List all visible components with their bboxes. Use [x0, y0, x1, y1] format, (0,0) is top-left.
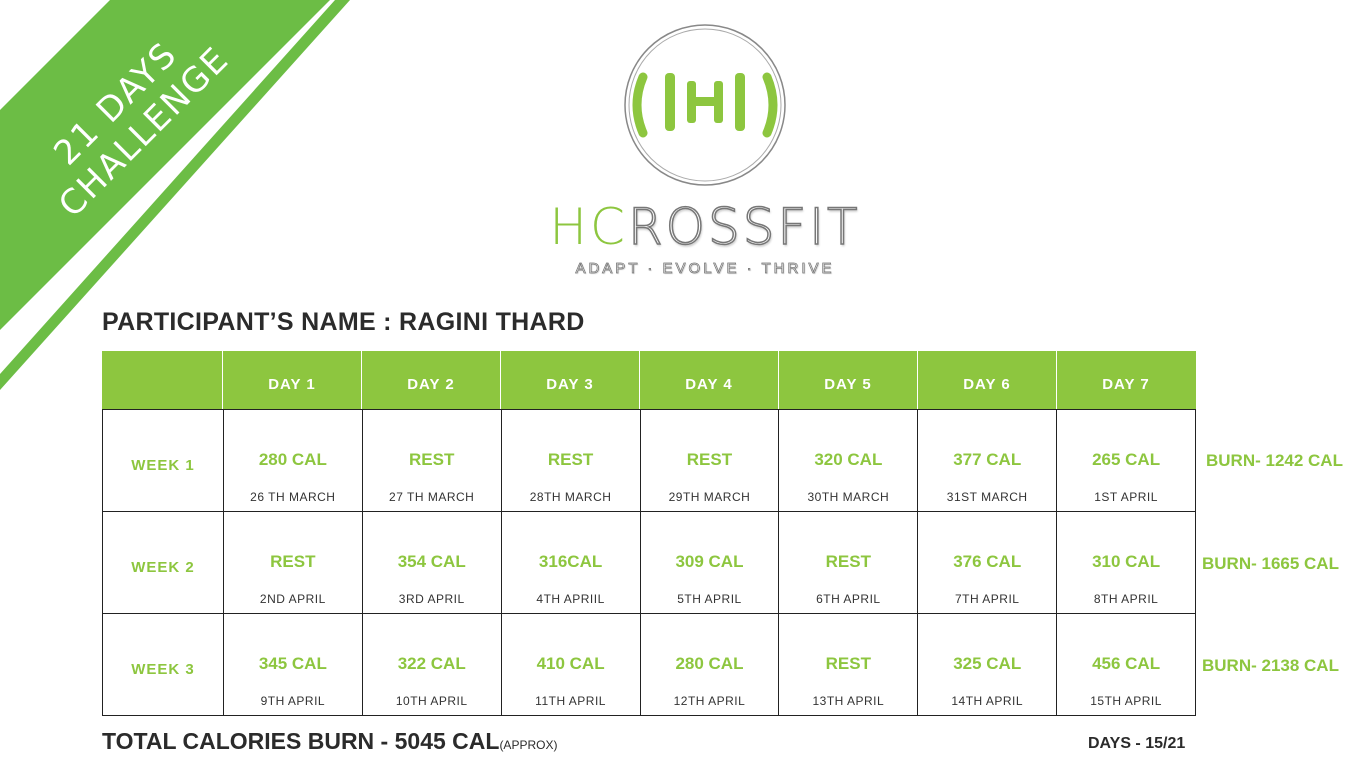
logo-wordmark: HCROSSFIT: [530, 198, 880, 256]
day-calories: 376 CAL: [953, 552, 1022, 571]
week-label: WEEK 2: [131, 559, 195, 576]
day-calories: 325 CAL: [953, 654, 1022, 673]
total-label: TOTAL CALORIES BURN - 5045 CAL: [102, 728, 500, 754]
day-date: 14TH APRIL: [951, 694, 1024, 708]
challenge-grid: DAY 1 DAY 2 DAY 3 DAY 4 DAY 5 DAY 6 DAY …: [102, 351, 1196, 716]
day-cell: 280 CAL 12TH APRIL: [639, 614, 779, 715]
week-row: WEEK 3 345 CAL 9TH APRIL 322 CAL 10TH APRIL 4…: [102, 614, 1196, 716]
header-day-2: DAY 2: [361, 351, 500, 409]
day-date: 10TH APRIL: [395, 694, 468, 708]
day-calories: REST: [547, 450, 594, 469]
week-rows: WEEK 1 280 CAL 26 TH MARCH REST 27 TH MARCH R…: [102, 409, 1196, 716]
header-day-1: DAY 1: [222, 351, 361, 409]
day-calories: REST: [409, 450, 455, 469]
header-day-3: DAY 3: [500, 351, 639, 409]
header-day-6: DAY 6: [917, 351, 1056, 409]
day-calories: 265 CAL: [1092, 450, 1161, 469]
week-row: WEEK 1 280 CAL 26 TH MARCH REST 27 TH MARCH R…: [102, 409, 1196, 512]
day-cell: 345 CAL 9TH APRIL: [222, 614, 362, 715]
day-cell: REST 28TH MARCH: [500, 410, 640, 511]
header-day-5: DAY 5: [778, 351, 917, 409]
week-row: WEEK 2 REST 2ND APRIL 354 CAL 3RD APRIL 316CA…: [102, 512, 1196, 614]
day-cell: REST 6TH APRIL: [778, 512, 917, 613]
day-date: 2ND APRIL: [259, 592, 326, 606]
hcrossfit-logo: HCROSSFIT ADAPT · EVOLVE · THRIVE: [530, 15, 880, 285]
day-calories: 456 CAL: [1092, 654, 1161, 673]
day-cell: 456 CAL 15TH APRIL: [1056, 614, 1195, 715]
day-cell: 376 CAL 7TH APRIL: [917, 512, 1056, 613]
day-date: 15TH APRIL: [1090, 694, 1162, 708]
day-date: 28TH MARCH: [529, 490, 612, 504]
day-cell: REST 13TH APRIL: [778, 614, 917, 715]
day-calories: 309 CAL: [675, 552, 744, 571]
day-calories: 280 CAL: [675, 654, 744, 673]
day-cell: 320 CAL 30TH MARCH: [778, 410, 917, 511]
day-calories: 316CAL: [538, 552, 603, 571]
day-cell: 316CAL 4TH APRIIL: [500, 512, 640, 613]
day-calories: 280 CAL: [258, 450, 327, 469]
day-date: 27 TH MARCH: [389, 490, 475, 504]
day-cell: 377 CAL 31ST MARCH: [917, 410, 1056, 511]
day-calories: 345 CAL: [258, 654, 327, 673]
day-date: 13TH APRIL: [812, 694, 885, 708]
day-date: 6TH APRIL: [816, 592, 881, 606]
participant-name: PARTICIPANT’S NAME : RAGINI THARD: [102, 308, 585, 336]
day-date: 30TH MARCH: [807, 490, 890, 504]
day-calories: REST: [825, 654, 871, 673]
ribbon-shape: [0, 0, 350, 390]
header-day-4: DAY 4: [639, 351, 778, 409]
day-date: 8TH APRIL: [1093, 592, 1159, 606]
day-cell: 309 CAL 5TH APRIL: [639, 512, 779, 613]
day-date: 29TH MARCH: [668, 490, 751, 504]
day-date: 31ST MARCH: [946, 490, 1028, 504]
day-calories: 320 CAL: [814, 450, 883, 469]
week-label: WEEK 3: [131, 661, 195, 678]
week-burn-total: BURN- 1665 CAL: [1202, 554, 1339, 573]
day-calories: 377 CAL: [953, 450, 1022, 469]
day-cell: REST 27 TH MARCH: [361, 410, 501, 511]
days-header-row: DAY 1 DAY 2 DAY 3 DAY 4 DAY 5 DAY 6 DAY …: [102, 351, 1196, 409]
day-calories: REST: [825, 552, 871, 571]
day-date: 11TH APRIL: [535, 694, 606, 708]
day-calories: 310 CAL: [1092, 552, 1161, 571]
day-cell: 325 CAL 14TH APRIL: [917, 614, 1056, 715]
day-date: 12TH APRIL: [673, 694, 746, 708]
day-calories: REST: [686, 450, 733, 469]
days-progress: DAYS - 15/21: [1088, 735, 1186, 752]
day-cell: 410 CAL 11TH APRIL: [500, 614, 640, 715]
total-calories: TOTAL CALORIES BURN - 5045 CAL(APPROX): [102, 728, 557, 755]
challenge-ribbon: 21 DAYS CHALLENGE: [0, 0, 360, 400]
day-cell: 354 CAL 3RD APRIL: [361, 512, 501, 613]
day-cell: 322 CAL 10TH APRIL: [361, 614, 501, 715]
logo-tagline: ADAPT · EVOLVE · THRIVE: [575, 260, 835, 278]
day-calories: 410 CAL: [536, 654, 605, 673]
week-label: WEEK 1: [131, 457, 195, 474]
day-date: 4TH APRIIL: [536, 592, 605, 606]
day-cell: 280 CAL 26 TH MARCH: [222, 410, 362, 511]
logo-word-hc: HC: [549, 198, 628, 256]
header-corner: [102, 351, 222, 409]
day-date: 3RD APRIL: [398, 592, 465, 606]
day-calories: REST: [270, 552, 316, 571]
day-date: 5TH APRIL: [677, 592, 742, 606]
total-approx: (APPROX): [499, 738, 558, 752]
week-burn-total: BURN- 1242 CAL: [1206, 451, 1343, 470]
day-cell: REST 29TH MARCH: [639, 410, 779, 511]
day-calories: 354 CAL: [397, 552, 466, 571]
week-burn-total: BURN- 2138 CAL: [1202, 656, 1339, 675]
day-cell: REST 2ND APRIL: [222, 512, 362, 613]
header-day-7: DAY 7: [1056, 351, 1195, 409]
day-cell: 310 CAL 8TH APRIL: [1056, 512, 1195, 613]
dumbbell-emblem-icon: [621, 21, 789, 189]
day-date: 1ST APRIL: [1094, 490, 1158, 504]
logo-word-rossfit: ROSSFIT: [627, 198, 861, 256]
day-cell: 265 CAL 1ST APRIL: [1056, 410, 1195, 511]
day-date: 9TH APRIL: [260, 694, 326, 708]
day-date: 7TH APRIL: [954, 592, 1020, 606]
day-date: 26 TH MARCH: [250, 490, 336, 504]
day-calories: 322 CAL: [397, 654, 466, 673]
